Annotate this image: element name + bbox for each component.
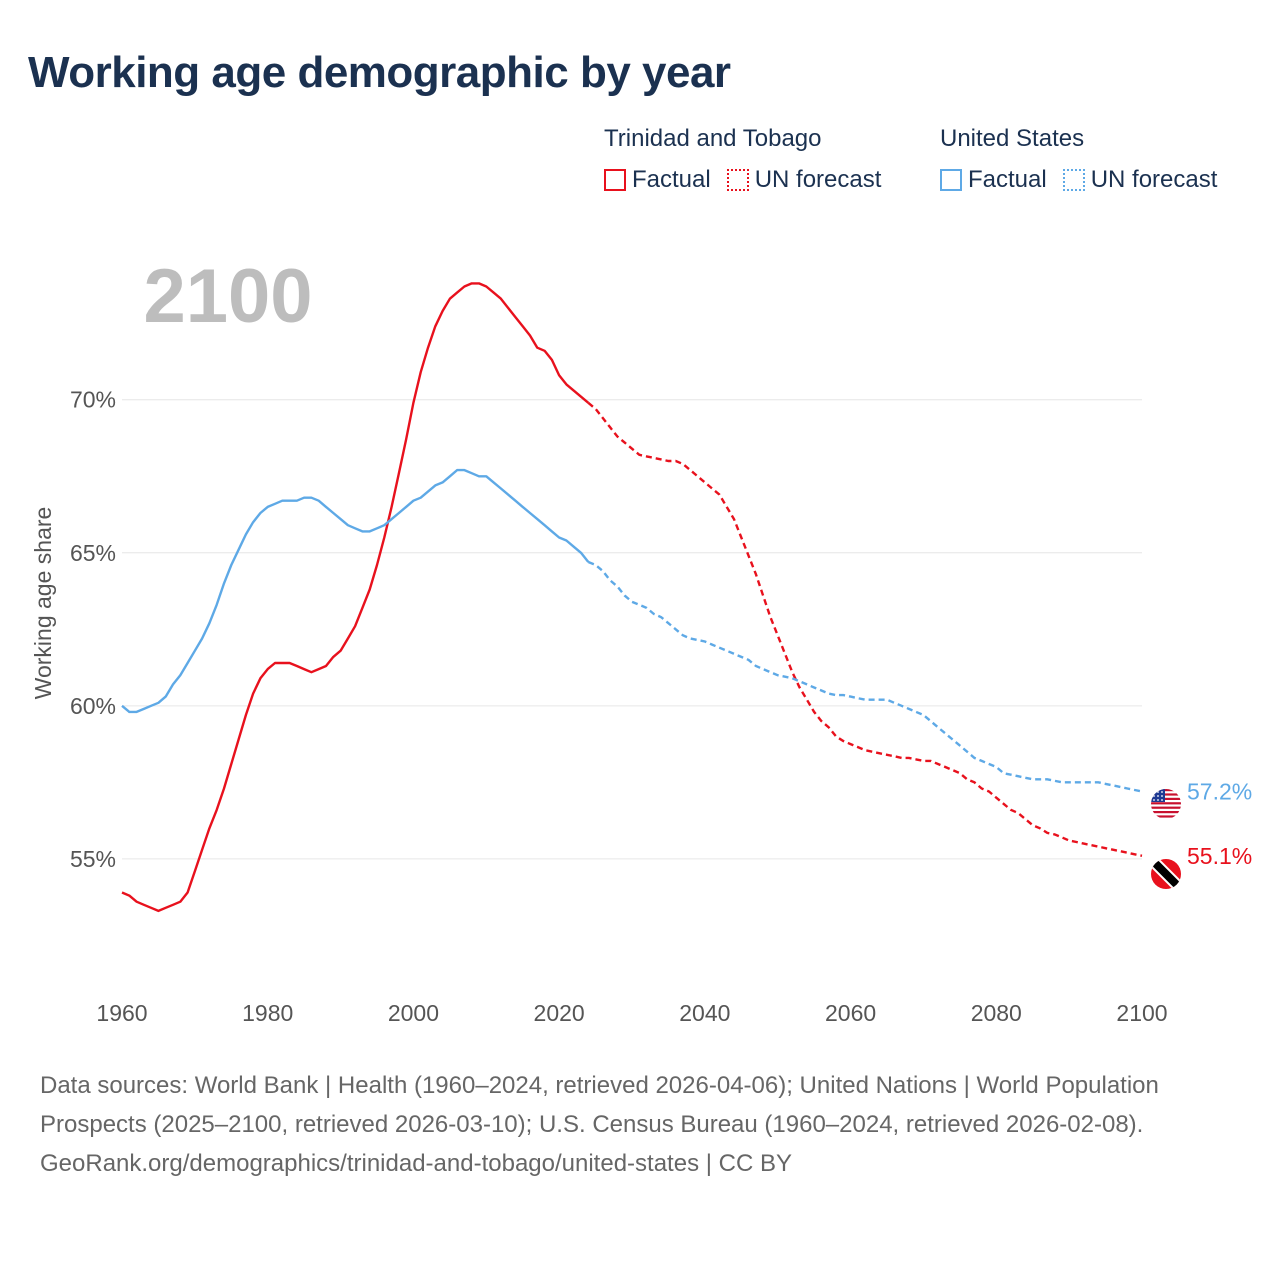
y-axis-label: Working age share <box>30 507 56 700</box>
legend-label: UN forecast <box>754 166 882 193</box>
legend-country-label: United States <box>940 125 1085 152</box>
footer: Data sources: World Bank | Health (1960–… <box>40 1066 1230 1183</box>
legend-label: Factual <box>968 166 1047 193</box>
x-tick-label: 2080 <box>971 1000 1022 1026</box>
x-tick-label: 2040 <box>679 1000 730 1026</box>
legend-swatch-dotted <box>1062 169 1085 191</box>
line-chart: 2100 Working age share 55% 60% 65% 70% 1960… <box>30 254 1252 1026</box>
end-value-label: 55.1% <box>1187 843 1252 869</box>
chart-title: Working age demographic by year <box>28 48 731 97</box>
legend-item-trinidad-factual[interactable]: Factual <box>604 166 711 194</box>
x-tick-label: 1980 <box>242 1000 293 1026</box>
legend-item-trinidad-forecast[interactable]: UN forecast <box>726 166 882 194</box>
y-tick-label: 55% <box>70 846 116 872</box>
year-watermark: 2100 <box>143 254 312 339</box>
data-sources-note: Data sources: World Bank | Health (1960–… <box>40 1072 1159 1138</box>
legend-swatch-solid <box>940 169 962 191</box>
series-line-trinidad-and-tobago-factual[interactable] <box>121 282 590 913</box>
legend-label: UN forecast <box>1090 166 1218 193</box>
y-tick-label: 60% <box>70 693 116 719</box>
y-tick-label: 70% <box>70 387 116 413</box>
series-line-trinidad-and-tobago-forecast[interactable] <box>587 401 1143 857</box>
series-line-united-states-forecast[interactable] <box>587 560 1143 793</box>
legend-label: Factual <box>632 166 711 193</box>
x-tick-label: 1960 <box>96 1000 147 1026</box>
series-line-united-states-factual[interactable] <box>121 468 590 714</box>
legend-swatch-dotted <box>726 169 749 191</box>
legend-group-trinidad-and-tobago: Trinidad and Tobago Factual UN forecast <box>604 122 897 198</box>
x-tick-label: 2000 <box>388 1000 439 1026</box>
credit-link[interactable]: GeoRank.org/demographics/trinidad-and-to… <box>40 1150 792 1177</box>
legend-group-united-states: United States Factual UN forecast <box>940 122 1233 198</box>
legend-item-us-factual[interactable]: Factual <box>940 166 1047 194</box>
trinidad-and-tobago-flag-icon <box>1151 859 1181 889</box>
legend-swatch-solid <box>604 169 626 191</box>
x-tick-label: 2020 <box>534 1000 585 1026</box>
legend-country-label: Trinidad and Tobago <box>604 125 822 152</box>
x-tick-label: 2060 <box>825 1000 876 1026</box>
x-tick-label: 2100 <box>1116 1000 1167 1026</box>
legend-item-us-forecast[interactable]: UN forecast <box>1062 166 1218 194</box>
y-tick-label: 65% <box>70 540 116 566</box>
end-value-label: 57.2% <box>1187 779 1252 805</box>
united-states-flag-icon <box>1151 789 1181 819</box>
